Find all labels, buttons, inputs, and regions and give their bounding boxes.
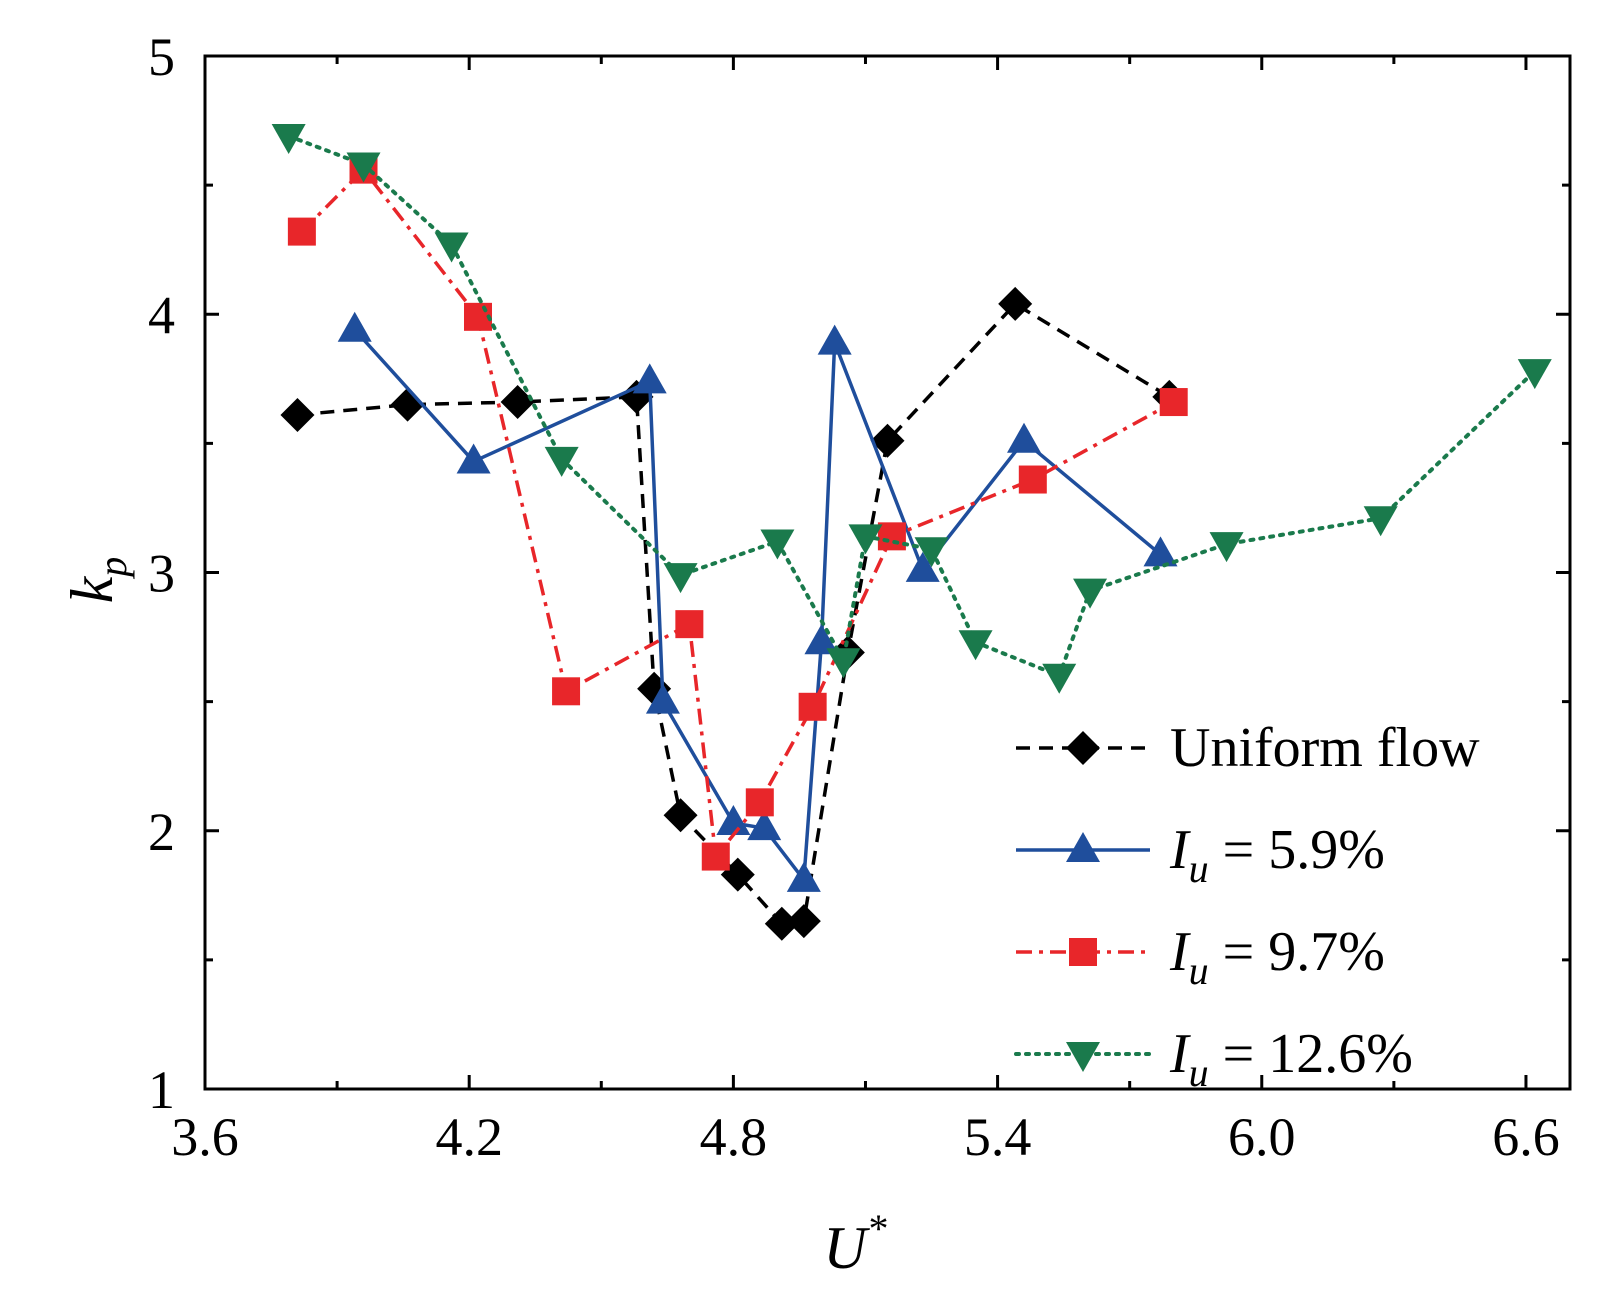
data-point <box>1042 663 1077 694</box>
data-point <box>870 423 905 458</box>
data-point <box>760 529 795 560</box>
data-point <box>786 861 821 892</box>
y-tick-label: 1 <box>148 1060 175 1120</box>
legend-entry-2: Iu = 9.7% <box>1016 921 1385 993</box>
x-tick-label: 5.4 <box>964 1107 1032 1167</box>
data-point <box>747 810 782 841</box>
data-point <box>764 906 799 941</box>
y-tick-label: 5 <box>148 27 175 87</box>
data-point <box>1018 465 1047 494</box>
legend-label: Iu = 12.6% <box>1169 1023 1413 1095</box>
series-3 <box>271 124 1552 694</box>
data-point <box>1007 422 1041 453</box>
data-point <box>544 446 579 477</box>
data-point <box>280 397 315 432</box>
x-axis-label-sup: * <box>867 1206 887 1251</box>
legend-entry-0: Uniform flow <box>1016 717 1480 779</box>
x-tick-label: 4.8 <box>700 1107 768 1167</box>
data-point <box>745 788 774 817</box>
data-point <box>877 522 906 551</box>
x-tick-label: 6.0 <box>1228 1107 1296 1167</box>
data-point <box>645 683 680 714</box>
legend-marker <box>1066 731 1100 765</box>
data-point <box>337 311 372 342</box>
series-0 <box>280 286 1187 941</box>
x-tick-label: 4.2 <box>435 1107 503 1167</box>
y-axis-label: kp <box>59 557 135 604</box>
legend-entry-1: Iu = 5.9% <box>1016 819 1385 891</box>
legend-entry-3: Iu = 12.6% <box>1014 1023 1413 1095</box>
data-point <box>1363 506 1398 537</box>
legend-marker <box>1066 832 1100 862</box>
series-2 <box>287 155 1188 871</box>
series-line <box>300 167 1175 859</box>
y-tick-label: 3 <box>148 544 175 604</box>
data-point <box>804 624 839 655</box>
data-point <box>456 443 491 474</box>
data-point <box>1159 388 1188 417</box>
data-point <box>826 648 861 679</box>
data-point <box>434 232 469 263</box>
data-point <box>817 324 852 355</box>
data-point <box>663 798 698 833</box>
legend-marker <box>1066 1042 1100 1072</box>
legend: Uniform flow Iu = 5.9% Iu = 9.7% Iu = 12.6% <box>1014 717 1480 1095</box>
y-axis-label-sub: p <box>90 557 135 580</box>
tick-labels: 3.6 4.2 4.8 5.4 6.0 6.6 1 2 3 4 5 <box>148 27 1560 1167</box>
legend-marker <box>1069 938 1097 966</box>
data-point <box>905 551 940 582</box>
data-point <box>390 387 425 422</box>
x-tick-label: 3.6 <box>171 1107 239 1167</box>
data-point <box>1517 359 1552 390</box>
data-point <box>552 677 581 706</box>
data-point <box>998 286 1033 321</box>
data-point <box>271 124 306 155</box>
data-point <box>958 630 993 661</box>
data-point <box>675 610 704 639</box>
x-axis-label: U* <box>823 1206 886 1281</box>
data-point <box>716 805 751 836</box>
legend-label: Iu = 9.7% <box>1169 921 1385 993</box>
x-tick-label: 6.6 <box>1492 1107 1560 1167</box>
data-point <box>914 537 949 568</box>
data-point <box>346 152 381 183</box>
legend-label: Uniform flow <box>1170 717 1480 779</box>
series-line <box>286 134 1537 678</box>
axis-ticks <box>203 54 1570 1091</box>
data-point <box>786 904 821 939</box>
data-point <box>701 842 730 871</box>
y-tick-label: 2 <box>148 802 175 862</box>
legend-label: Iu = 5.9% <box>1169 819 1385 891</box>
data-point <box>1143 536 1178 567</box>
series-layer <box>271 124 1552 941</box>
data-point <box>632 363 667 394</box>
y-tick-label: 4 <box>148 285 175 345</box>
data-point <box>1209 532 1244 563</box>
data-point <box>1073 578 1108 609</box>
data-point <box>500 385 535 420</box>
data-point <box>663 563 698 594</box>
data-point <box>848 524 883 555</box>
data-point <box>287 217 316 246</box>
data-point <box>798 692 827 721</box>
